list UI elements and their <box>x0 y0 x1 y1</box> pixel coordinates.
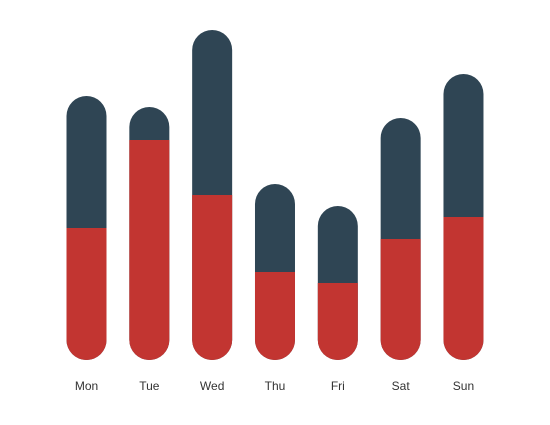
bar-segment-bottom-wed[interactable] <box>192 195 233 360</box>
bar-group-thu <box>254 184 295 360</box>
x-tick-label: Sat <box>392 379 411 393</box>
x-tick-label: Mon <box>75 379 98 393</box>
bar-segment-bottom-mon[interactable] <box>66 228 107 360</box>
bar-segment-bottom-sun[interactable] <box>443 217 484 360</box>
bar-group-tue <box>129 107 170 360</box>
bar-group-mon <box>66 96 107 360</box>
bar-group-fri <box>317 206 358 360</box>
bar-segment-bottom-tue[interactable] <box>129 140 170 360</box>
bar-group-sat <box>380 118 421 360</box>
x-tick-label: Sun <box>453 379 474 393</box>
bar-segment-bottom-thu[interactable] <box>254 272 295 360</box>
x-tick-label: Thu <box>265 379 286 393</box>
x-tick-label: Fri <box>331 379 345 393</box>
bar-group-wed <box>192 30 233 360</box>
x-tick-label: Wed <box>200 379 224 393</box>
bar-segment-bottom-fri[interactable] <box>317 283 358 360</box>
bar-group-sun <box>443 74 484 360</box>
x-tick-label: Tue <box>139 379 160 393</box>
bar-segment-bottom-sat[interactable] <box>380 239 421 360</box>
